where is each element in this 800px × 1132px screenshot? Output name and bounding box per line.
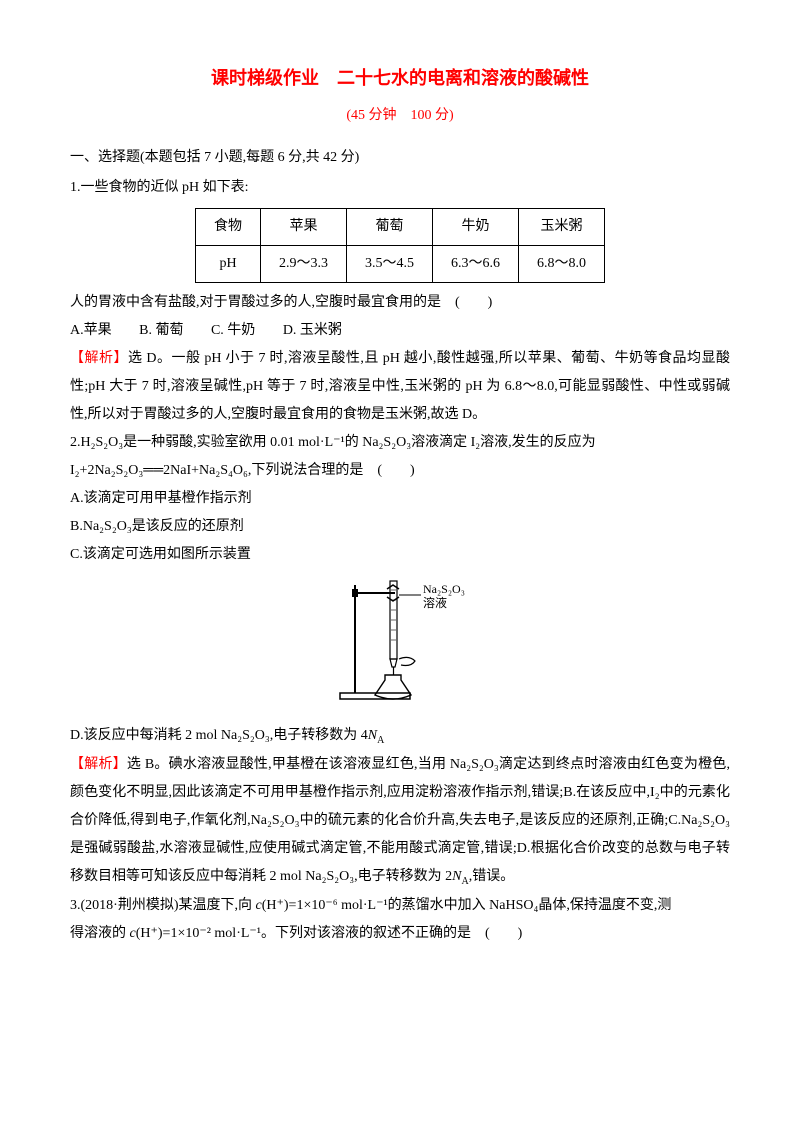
table-cell: 6.8～8.0 — [519, 246, 605, 283]
q3-line1: 3.(2018·荆州模拟)某温度下,向 c(H⁺)=1×10⁻⁶ mol·L⁻¹… — [70, 892, 730, 920]
svg-text:Na₂S₂O₃: Na₂S₂O₃ — [423, 582, 465, 596]
table-cell: 3.5～4.5 — [347, 246, 433, 283]
q1-line2: 人的胃液中含有盐酸,对于胃酸过多的人,空腹时最宜食用的是 ( ) — [70, 289, 730, 317]
q2-stem-b: I₂+2Na₂S₂O₃══2NaI+Na₂S₄O₆,下列说法合理的是 ( ) — [70, 457, 730, 485]
q2-option-b: B.Na₂S₂O₃是该反应的还原剂 — [70, 513, 730, 541]
page-subtitle: (45 分钟 100 分) — [70, 102, 730, 130]
svg-text:溶液: 溶液 — [423, 595, 447, 610]
q1-option-d: D. 玉米粥 — [283, 323, 342, 338]
analysis-text: 选 D。一般 pH 小于 7 时,溶液呈酸性,且 pH 越小,酸性越强,所以苹果… — [70, 351, 730, 422]
q1-option-b: B. 葡萄 — [139, 323, 183, 338]
table-header-cell: 葡萄 — [347, 209, 433, 246]
q3-line1-b: (H⁺)=1×10⁻⁶ mol·L⁻¹的蒸馏水中加入 NaHSO₄晶体,保持温度… — [262, 898, 672, 913]
q2-option-d-text: D.该反应中每消耗 2 mol Na₂S₂O₃,电子转移数为 4 — [70, 728, 368, 743]
na-sub: A — [462, 876, 469, 887]
na-var: N — [452, 869, 461, 884]
table-header-cell: 玉米粥 — [519, 209, 605, 246]
q1-option-c: C. 牛奶 — [211, 323, 255, 338]
q1-stem: 1.一些食物的近似 pH 如下表: — [70, 174, 730, 202]
table-cell: 6.3～6.6 — [433, 246, 519, 283]
table-row: pH 2.9～3.3 3.5～4.5 6.3～6.6 6.8～8.0 — [196, 246, 605, 283]
q2-figure: Na₂S₂O₃ 溶液 — [70, 575, 730, 716]
burette-stand-icon: Na₂S₂O₃ 溶液 — [325, 575, 475, 705]
q1-option-a: A.苹果 — [70, 323, 112, 338]
analysis-text-a: 选 B。碘水溶液显酸性,甲基橙在该溶液显红色,当用 Na₂S₂O₃滴定达到终点时… — [70, 757, 730, 884]
q3-line2: 得溶液的 c(H⁺)=1×10⁻² mol·L⁻¹。下列对该溶液的叙述不正确的是… — [70, 920, 730, 948]
page-title: 课时梯级作业 二十七水的电离和溶液的酸碱性 — [70, 60, 730, 96]
table-header-cell: 牛奶 — [433, 209, 519, 246]
table-cell: pH — [196, 246, 261, 283]
analysis-text-b: ,错误。 — [469, 869, 515, 884]
na-var: N — [368, 728, 377, 743]
q3-line2-b: (H⁺)=1×10⁻² mol·L⁻¹。下列对该溶液的叙述不正确的是 ( ) — [136, 926, 523, 941]
table-header-cell: 食物 — [196, 209, 261, 246]
na-sub: A — [377, 735, 384, 746]
q3-line1-a: 3.(2018·荆州模拟)某温度下,向 — [70, 898, 256, 913]
section-1-header: 一、选择题(本题包括 7 小题,每题 6 分,共 42 分) — [70, 144, 730, 172]
table-row: 食物 苹果 葡萄 牛奶 玉米粥 — [196, 209, 605, 246]
q2-option-c: C.该滴定可选用如图所示装置 — [70, 541, 730, 569]
q2-analysis: 【解析】选 B。碘水溶液显酸性,甲基橙在该溶液显红色,当用 Na₂S₂O₃滴定达… — [70, 751, 730, 892]
q3-line2-a: 得溶液的 — [70, 926, 130, 941]
analysis-label: 【解析】 — [70, 351, 128, 366]
q2-stem-a: 2.H₂S₂O₃是一种弱酸,实验室欲用 0.01 mol·L⁻¹的 Na₂S₂O… — [70, 429, 730, 457]
table-cell: 2.9～3.3 — [261, 246, 347, 283]
q2-option-d: D.该反应中每消耗 2 mol Na₂S₂O₃,电子转移数为 4NA — [70, 722, 730, 751]
q1-analysis: 【解析】选 D。一般 pH 小于 7 时,溶液呈酸性,且 pH 越小,酸性越强,… — [70, 345, 730, 429]
analysis-label: 【解析】 — [70, 757, 127, 772]
q2-option-a: A.该滴定可用甲基橙作指示剂 — [70, 485, 730, 513]
q1-table: 食物 苹果 葡萄 牛奶 玉米粥 pH 2.9～3.3 3.5～4.5 6.3～6… — [195, 208, 605, 283]
q1-options: A.苹果 B. 葡萄 C. 牛奶 D. 玉米粥 — [70, 317, 730, 345]
table-header-cell: 苹果 — [261, 209, 347, 246]
